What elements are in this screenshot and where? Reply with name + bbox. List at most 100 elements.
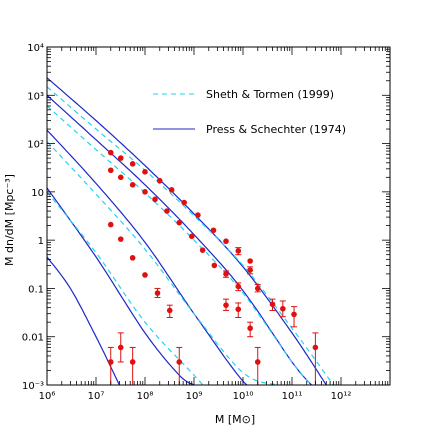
data-point <box>154 287 161 298</box>
y-tick-label: 0.01 <box>22 333 44 344</box>
x-tick-label: 10⁷ <box>88 391 105 402</box>
data-points <box>107 149 319 385</box>
sheth-tormen-curve-6 <box>47 105 312 385</box>
data-point-marker <box>117 344 124 351</box>
data-point-marker <box>107 167 114 174</box>
data-point-marker <box>129 359 136 365</box>
sheth-tormen-curve-8 <box>47 191 204 385</box>
data-point-marker <box>195 212 201 218</box>
data-point <box>291 306 298 328</box>
data-point-marker <box>176 359 183 365</box>
data-point <box>188 233 195 240</box>
y-tick-label: 1 <box>38 236 44 247</box>
x-axis-label: M [M⊙] <box>215 413 255 426</box>
data-point <box>129 182 136 188</box>
data-point <box>156 177 163 184</box>
data-point <box>117 155 124 161</box>
data-point <box>107 167 114 174</box>
y-tick-label: 10⁴ <box>27 43 44 54</box>
y-tick-label: 10³ <box>27 91 44 102</box>
x-tick-labels: 10⁶ 10⁷ 10⁸ 10⁹ 10¹⁰ 10¹¹ 10¹² <box>39 391 352 402</box>
y-tick-label: 10⁻³ <box>22 381 44 392</box>
data-point <box>107 346 114 385</box>
data-point <box>142 169 148 175</box>
data-point-marker <box>107 149 114 156</box>
data-point-marker <box>223 271 229 277</box>
data-point <box>195 212 201 218</box>
data-point <box>279 300 286 318</box>
data-point-marker <box>117 174 124 181</box>
data-point-marker <box>152 196 158 203</box>
data-point <box>152 196 158 203</box>
data-point-marker <box>247 258 253 264</box>
data-point-marker <box>188 233 195 240</box>
data-point <box>117 174 124 181</box>
plot-frame <box>46 46 391 386</box>
data-point-marker <box>154 290 161 296</box>
data-point <box>254 284 261 293</box>
data-point-marker <box>107 221 114 228</box>
data-point-marker <box>223 302 229 308</box>
axis-ticks <box>46 47 390 386</box>
y-tick-labels: 10⁻³ 0.01 0.1 1 10 10² 10³ 10⁴ <box>22 43 44 392</box>
data-point-marker <box>129 161 136 167</box>
legend: Sheth & Tormen (1999) Press & Schechter … <box>153 88 346 136</box>
data-point-marker <box>312 344 319 351</box>
data-point <box>129 161 136 167</box>
y-axis-label: M dn/dM [Mpc⁻³] <box>3 174 16 266</box>
legend-label-press-schechter: Press & Schechter (1974) <box>206 123 346 136</box>
data-point-marker <box>269 301 276 308</box>
data-point-marker <box>247 267 253 273</box>
sheth-tormen-curve-5 <box>47 86 334 385</box>
data-point <box>210 227 217 234</box>
y-tick-label: 10² <box>27 140 44 151</box>
data-point <box>168 187 175 193</box>
data-point <box>312 332 319 385</box>
data-point <box>107 149 114 156</box>
data-point-marker <box>235 283 242 290</box>
data-point <box>181 199 187 206</box>
data-point <box>166 304 173 318</box>
data-point <box>247 266 254 275</box>
press-schechter-curve-2 <box>47 129 258 385</box>
data-point <box>129 255 136 261</box>
data-point <box>254 346 261 385</box>
data-point-marker <box>129 255 136 261</box>
data-point <box>164 208 170 214</box>
data-point <box>223 270 230 278</box>
data-point-marker <box>235 248 242 254</box>
data-point-marker <box>280 305 286 312</box>
data-point-marker <box>166 307 173 314</box>
data-point-marker <box>235 306 242 313</box>
x-tick-label: 10⁸ <box>137 391 154 402</box>
press-schechter-curve-0 <box>47 77 327 385</box>
data-point-marker <box>168 187 175 193</box>
data-point <box>247 258 253 264</box>
data-point-marker <box>142 169 148 175</box>
x-tick-label: 10⁶ <box>39 391 56 402</box>
press-schechter-curve-1 <box>47 94 312 385</box>
data-point-marker <box>107 359 114 365</box>
data-point <box>142 272 148 278</box>
data-point <box>142 189 148 195</box>
x-tick-label: 10⁹ <box>186 391 203 402</box>
data-point-marker <box>211 262 218 269</box>
data-point <box>211 262 218 269</box>
x-tick-label: 10¹² <box>331 391 352 402</box>
legend-label-sheth-tormen: Sheth & Tormen (1999) <box>206 88 334 101</box>
data-point-marker <box>199 247 206 253</box>
data-point-marker <box>223 238 229 245</box>
data-point <box>247 321 254 338</box>
x-tick-label: 10¹⁰ <box>233 391 254 402</box>
data-point <box>235 302 242 318</box>
data-point-marker <box>254 285 261 292</box>
data-point-marker <box>117 155 124 161</box>
data-point-marker <box>164 208 170 214</box>
y-tick-label: 10 <box>31 188 44 199</box>
data-point-marker <box>181 199 187 206</box>
data-point-marker <box>117 236 124 242</box>
data-point <box>199 247 206 253</box>
data-point-marker <box>129 182 136 188</box>
data-point <box>129 346 136 385</box>
data-point-marker <box>156 177 163 184</box>
